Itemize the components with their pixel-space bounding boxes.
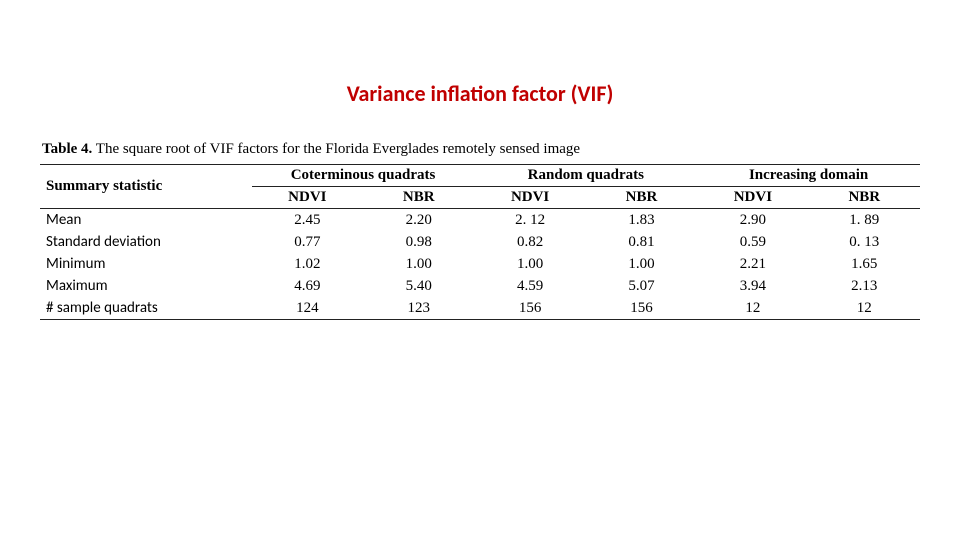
sub-header: NBR (809, 187, 920, 209)
group-header: Random quadrats (474, 165, 697, 187)
group-header: Increasing domain (697, 165, 920, 187)
caption-text: The square root of VIF factors for the F… (92, 141, 580, 157)
data-cell: 12 (809, 297, 920, 320)
table-row: Minimum 1.02 1.00 1.00 1.00 2.21 1.65 (40, 253, 920, 275)
data-cell: 0.59 (697, 231, 808, 253)
data-cell: 2.13 (809, 275, 920, 297)
table-row: # sample quadrats 124 123 156 156 12 12 (40, 297, 920, 320)
data-cell: 124 (252, 297, 363, 320)
table-row: Standard deviation 0.77 0.98 0.82 0.81 0… (40, 231, 920, 253)
data-cell: 1.00 (363, 253, 474, 275)
data-cell: 1.00 (586, 253, 697, 275)
table-caption: Table 4. The square root of VIF factors … (42, 141, 920, 158)
data-cell: 156 (474, 297, 585, 320)
sub-header: NBR (586, 187, 697, 209)
row-label: Standard deviation (40, 231, 252, 253)
data-cell: 0.81 (586, 231, 697, 253)
data-cell: 4.69 (252, 275, 363, 297)
row-label: # sample quadrats (40, 297, 252, 320)
data-cell: 1.65 (809, 253, 920, 275)
data-cell: 0.82 (474, 231, 585, 253)
row-label: Mean (40, 209, 252, 232)
data-cell: 2.21 (697, 253, 808, 275)
page-title: Variance inflation factor (VIF) (40, 80, 920, 107)
data-cell: 0. 13 (809, 231, 920, 253)
data-cell: 0.77 (252, 231, 363, 253)
data-cell: 1.00 (474, 253, 585, 275)
data-cell: 1.83 (586, 209, 697, 232)
data-cell: 2.45 (252, 209, 363, 232)
sub-header: NDVI (697, 187, 808, 209)
data-cell: 2.20 (363, 209, 474, 232)
data-cell: 0.98 (363, 231, 474, 253)
table-row: Mean 2.45 2.20 2. 12 1.83 2.90 1. 89 (40, 209, 920, 232)
data-cell: 1. 89 (809, 209, 920, 232)
data-cell: 2.90 (697, 209, 808, 232)
row-label: Minimum (40, 253, 252, 275)
data-cell: 1.02 (252, 253, 363, 275)
caption-label: Table 4. (42, 141, 92, 157)
data-cell: 5.07 (586, 275, 697, 297)
sub-header: NDVI (252, 187, 363, 209)
group-header: Coterminous quadrats (252, 165, 475, 187)
vif-table: Summary statistic Coterminous quadrats R… (40, 164, 920, 320)
data-cell: 12 (697, 297, 808, 320)
data-cell: 5.40 (363, 275, 474, 297)
data-cell: 156 (586, 297, 697, 320)
data-cell: 3.94 (697, 275, 808, 297)
sub-header: NBR (363, 187, 474, 209)
table-row: Maximum 4.69 5.40 4.59 5.07 3.94 2.13 (40, 275, 920, 297)
rowhead-label: Summary statistic (40, 165, 252, 209)
sub-header: NDVI (474, 187, 585, 209)
data-cell: 123 (363, 297, 474, 320)
row-label: Maximum (40, 275, 252, 297)
data-cell: 2. 12 (474, 209, 585, 232)
data-cell: 4.59 (474, 275, 585, 297)
